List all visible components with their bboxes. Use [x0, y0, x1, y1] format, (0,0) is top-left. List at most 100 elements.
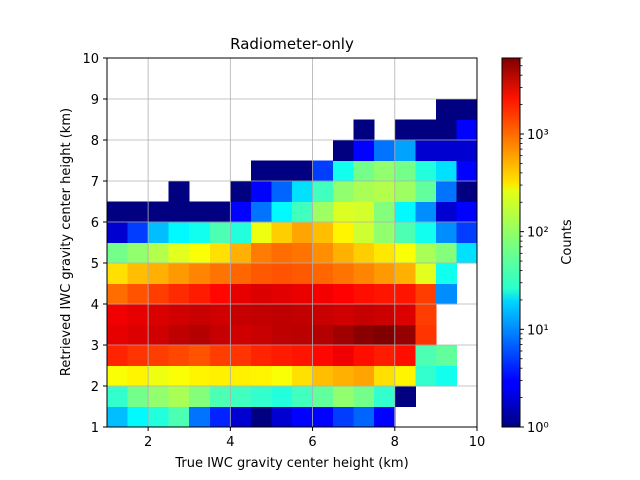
- heatmap-cell: [168, 304, 190, 325]
- heatmap-cell: [209, 242, 231, 264]
- heatmap-cell: [312, 283, 334, 305]
- heatmap-cell: [292, 263, 314, 284]
- heatmap-cell: [435, 242, 457, 264]
- heatmap-cell: [230, 406, 252, 428]
- heatmap-cell: [435, 160, 457, 182]
- heatmap-cell: [127, 406, 149, 428]
- heatmap-cell: [353, 324, 375, 346]
- heatmap-cell: [374, 181, 396, 202]
- y-tick-label: 6: [91, 216, 99, 231]
- heatmap-cell: [456, 140, 478, 161]
- heatmap-cell: [333, 365, 355, 387]
- y-tick-label: 7: [91, 175, 99, 190]
- colorbar-tick-label: 10⁰: [527, 421, 549, 436]
- heatmap-cell: [353, 345, 375, 366]
- heatmap-cell: [374, 263, 396, 284]
- heatmap-cell: [230, 386, 252, 407]
- heatmap-cell: [230, 304, 252, 325]
- heatmap-cell: [127, 242, 149, 264]
- heatmap-cell: [250, 324, 272, 346]
- heatmap-cell: [292, 181, 314, 202]
- heatmap-cell: [312, 304, 334, 325]
- heatmap-cell: [312, 201, 334, 223]
- heatmap-cell: [394, 263, 416, 284]
- heatmap-cell: [312, 386, 334, 407]
- heatmap-cell: [312, 345, 334, 366]
- heatmap-cell: [394, 181, 416, 202]
- heatmap-cell: [189, 201, 211, 223]
- heatmap-cell: [209, 345, 231, 366]
- heatmap-cell: [148, 406, 170, 428]
- heatmap-cell: [148, 201, 170, 223]
- heatmap-cell: [292, 365, 314, 387]
- heatmap-cell: [107, 304, 129, 325]
- heatmap-cell: [127, 365, 149, 387]
- heatmap-cell: [148, 222, 170, 243]
- x-tick-label: 10: [469, 435, 486, 450]
- heatmap-cell: [333, 160, 355, 182]
- heatmap-cell: [435, 283, 457, 305]
- heatmap-cell: [435, 345, 457, 366]
- heatmap-cell: [333, 304, 355, 325]
- y-axis-label: Retrieved IWC gravity center height (km): [59, 108, 74, 376]
- heatmap-cell: [209, 283, 231, 305]
- heatmap-cell: [292, 160, 314, 182]
- heatmap-cell: [271, 365, 293, 387]
- heatmap-cell: [189, 365, 211, 387]
- heatmap-cell: [394, 201, 416, 223]
- heatmap-cell: [127, 201, 149, 223]
- heatmap-cell: [250, 406, 272, 428]
- x-tick-label: 2: [144, 435, 152, 450]
- heatmap-cell: [456, 119, 478, 141]
- heatmap-cell: [127, 283, 149, 305]
- y-tick-label: 5: [91, 257, 99, 272]
- chart-title: Radiometer-only: [230, 35, 354, 53]
- heatmap-cell: [435, 222, 457, 243]
- heatmap-cell: [435, 119, 457, 141]
- heatmap-cell: [209, 263, 231, 284]
- heatmap-cell: [312, 160, 334, 182]
- heatmap-cell: [415, 181, 437, 202]
- colorbar-label: Counts: [560, 219, 575, 265]
- heatmap-cell: [271, 181, 293, 202]
- heatmap-cell: [168, 283, 190, 305]
- heatmap-cell: [250, 386, 272, 407]
- heatmap-cell: [148, 263, 170, 284]
- y-tick-label: 8: [91, 134, 99, 149]
- heatmap-cell: [230, 324, 252, 346]
- heatmap-cell: [292, 201, 314, 223]
- heatmap-cell: [209, 386, 231, 407]
- heatmap-cell: [189, 222, 211, 243]
- heatmap-cell: [250, 160, 272, 182]
- heatmap-cell: [209, 222, 231, 243]
- heatmap-cell: [333, 181, 355, 202]
- heatmap-cell: [271, 324, 293, 346]
- heatmap-cell: [127, 324, 149, 346]
- heatmap-cell: [271, 386, 293, 407]
- x-tick-label: 6: [308, 435, 316, 450]
- heatmap-cell: [230, 345, 252, 366]
- heatmap-cell: [374, 242, 396, 264]
- heatmap-cell: [394, 160, 416, 182]
- heatmap-cell: [312, 263, 334, 284]
- heatmap-cell: [394, 345, 416, 366]
- heatmap-cell: [456, 181, 478, 202]
- heatmap-cell: [230, 222, 252, 243]
- heatmap-cell: [148, 242, 170, 264]
- heatmap-cell: [394, 283, 416, 305]
- heatmap-cell: [394, 365, 416, 387]
- heatmap-cell: [127, 263, 149, 284]
- heatmap-cell: [415, 263, 437, 284]
- y-tick-label: 10: [82, 52, 99, 67]
- heatmap-cell: [209, 406, 231, 428]
- heatmap-cell: [394, 304, 416, 325]
- x-axis-label: True IWC gravity center height (km): [174, 456, 408, 471]
- heatmap-cell: [271, 242, 293, 264]
- heatmap-cell: [333, 263, 355, 284]
- heatmap-cell: [374, 283, 396, 305]
- x-tick-label: 4: [226, 435, 234, 450]
- heatmap-cell: [456, 201, 478, 223]
- heatmap-cell: [333, 222, 355, 243]
- heatmap-cell: [189, 263, 211, 284]
- heatmap-cell: [394, 324, 416, 346]
